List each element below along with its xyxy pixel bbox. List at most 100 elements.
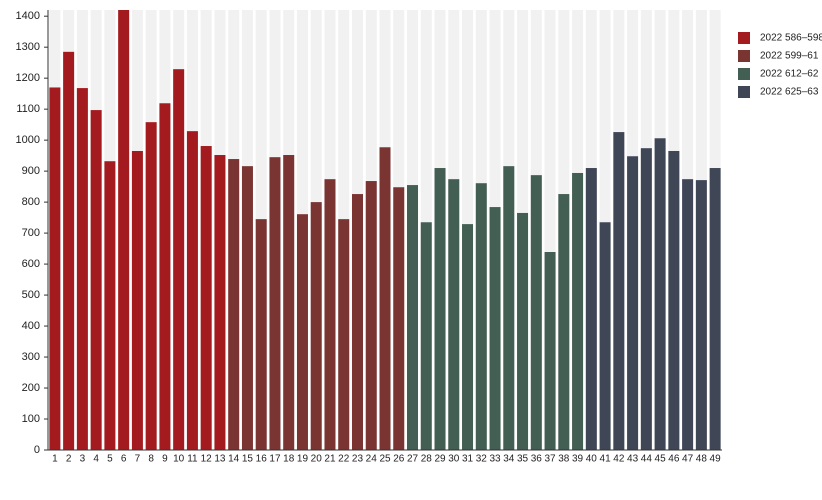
x-tick-label: 2 bbox=[66, 454, 72, 465]
x-tick-label: 33 bbox=[489, 454, 501, 465]
y-tick-label: 600 bbox=[22, 258, 40, 270]
bar bbox=[310, 202, 322, 450]
x-tick-label: 31 bbox=[462, 454, 474, 465]
x-tick-label: 36 bbox=[531, 454, 543, 465]
x-tick-label: 45 bbox=[655, 454, 667, 465]
x-tick-label: 11 bbox=[187, 454, 198, 465]
bar bbox=[682, 179, 694, 450]
x-tick-label: 17 bbox=[269, 454, 281, 465]
x-tick-label: 12 bbox=[201, 454, 213, 465]
y-tick-label: 1000 bbox=[16, 134, 40, 146]
y-tick-label: 0 bbox=[34, 444, 40, 456]
bar bbox=[365, 181, 377, 450]
bar bbox=[131, 150, 143, 450]
x-tick-label: 37 bbox=[544, 454, 556, 465]
x-tick-label: 47 bbox=[682, 454, 694, 465]
bar bbox=[393, 187, 405, 450]
bar bbox=[544, 252, 556, 450]
x-tick-label: 30 bbox=[448, 454, 460, 465]
bar bbox=[173, 69, 185, 450]
legend-label: 2022 586–598 bbox=[760, 33, 822, 44]
bar bbox=[63, 51, 75, 450]
bar bbox=[90, 110, 102, 450]
legend-label: 2022 612–62 bbox=[760, 69, 819, 80]
legend-swatch bbox=[738, 32, 750, 44]
x-tick-label: 23 bbox=[352, 454, 364, 465]
y-tick-label: 700 bbox=[22, 227, 40, 239]
bar bbox=[76, 88, 88, 450]
bar bbox=[475, 183, 487, 450]
column-background bbox=[544, 10, 556, 450]
x-tick-label: 49 bbox=[710, 454, 722, 465]
y-tick-label: 400 bbox=[22, 320, 40, 332]
x-tick-label: 29 bbox=[434, 454, 446, 465]
y-tick-label: 1200 bbox=[16, 72, 40, 84]
x-tick-label: 21 bbox=[324, 454, 336, 465]
bar bbox=[118, 10, 130, 450]
x-tick-label: 43 bbox=[627, 454, 639, 465]
y-tick-label: 300 bbox=[22, 351, 40, 363]
x-tick-label: 34 bbox=[503, 454, 515, 465]
x-tick-label: 40 bbox=[586, 454, 598, 465]
y-tick-label: 1400 bbox=[16, 10, 40, 22]
x-tick-label: 18 bbox=[283, 454, 295, 465]
bar bbox=[49, 87, 61, 450]
y-tick-label: 100 bbox=[22, 413, 40, 425]
bars bbox=[49, 10, 721, 450]
bar bbox=[214, 155, 226, 450]
x-tick-label: 48 bbox=[696, 454, 708, 465]
bar bbox=[709, 168, 721, 450]
x-tick-label: 24 bbox=[366, 454, 378, 465]
y-tick-label: 800 bbox=[22, 196, 40, 208]
bar bbox=[104, 161, 116, 450]
x-tick-label: 16 bbox=[256, 454, 268, 465]
x-tick-label: 6 bbox=[121, 454, 127, 465]
bar bbox=[145, 122, 157, 450]
bar bbox=[627, 156, 639, 450]
legend-label: 2022 625–63 bbox=[760, 87, 819, 98]
x-tick-label: 42 bbox=[613, 454, 625, 465]
x-tick-label: 4 bbox=[93, 454, 99, 465]
x-tick-label: 39 bbox=[572, 454, 584, 465]
bar bbox=[338, 219, 350, 450]
bar bbox=[668, 150, 680, 450]
bar bbox=[695, 180, 707, 450]
x-tick-label: 15 bbox=[242, 454, 254, 465]
x-tick-label: 46 bbox=[668, 454, 680, 465]
bar bbox=[489, 207, 501, 450]
bar bbox=[558, 194, 570, 450]
x-tick-label: 1 bbox=[52, 454, 58, 465]
bar bbox=[517, 212, 529, 450]
x-tick-label: 10 bbox=[173, 454, 185, 465]
bar bbox=[420, 222, 432, 450]
bar bbox=[200, 146, 212, 450]
bar bbox=[296, 214, 308, 450]
x-tick-label: 22 bbox=[338, 454, 350, 465]
x-tick-label: 28 bbox=[421, 454, 433, 465]
x-tick-label: 27 bbox=[407, 454, 419, 465]
bar bbox=[324, 179, 336, 450]
bar bbox=[283, 155, 295, 450]
bar bbox=[255, 219, 267, 450]
bar bbox=[572, 172, 584, 450]
bar bbox=[640, 148, 652, 450]
x-tick-label: 3 bbox=[80, 454, 86, 465]
y-tick-label: 900 bbox=[22, 165, 40, 177]
x-tick-label: 13 bbox=[214, 454, 226, 465]
y-tick-label: 500 bbox=[22, 289, 40, 301]
bar bbox=[654, 138, 666, 450]
bar bbox=[241, 166, 253, 450]
bar bbox=[585, 168, 597, 450]
bar bbox=[462, 224, 474, 450]
x-tick-label: 14 bbox=[228, 454, 240, 465]
x-tick-label: 25 bbox=[379, 454, 391, 465]
bar bbox=[599, 222, 611, 450]
x-tick-label: 35 bbox=[517, 454, 529, 465]
bar bbox=[159, 103, 171, 450]
x-tick-label: 5 bbox=[107, 454, 113, 465]
x-tick-label: 20 bbox=[311, 454, 323, 465]
bar bbox=[407, 185, 419, 450]
bar bbox=[228, 159, 240, 450]
bar bbox=[351, 194, 363, 450]
bar bbox=[186, 131, 198, 450]
